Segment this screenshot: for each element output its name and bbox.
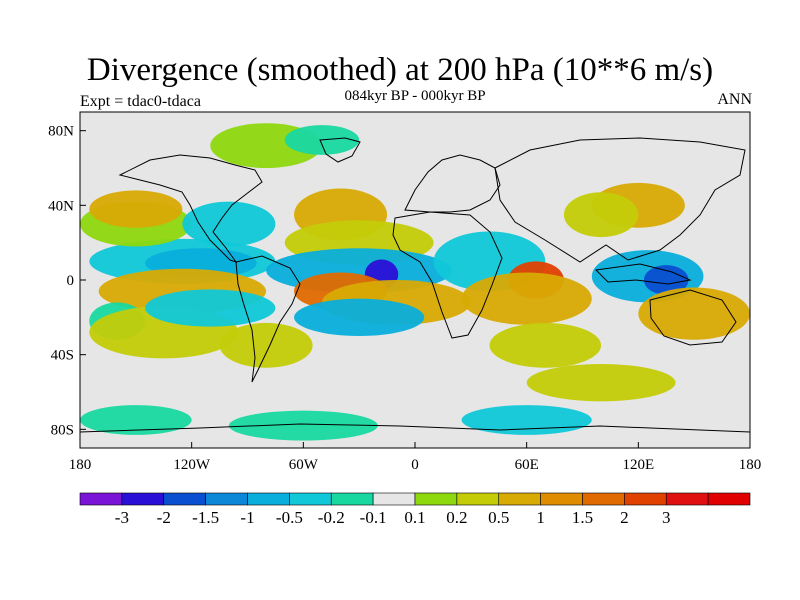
lon-tick-label: 60E (515, 457, 539, 473)
lon-tick-label: 0 (411, 457, 419, 473)
colorbar-label: -1.5 (192, 508, 219, 527)
lat-tick-label: 40S (51, 348, 74, 364)
continent-outlines (80, 137, 750, 433)
blob-yellow-indian-ocean-south (489, 322, 602, 368)
lat-tick-label: 0 (67, 273, 75, 289)
south-america-outline (235, 255, 301, 383)
north-america-outline (118, 154, 263, 263)
longitude-axis: 180 120W 60W 0 60E 120E 180 (69, 442, 762, 473)
colorbar-box (707, 492, 751, 506)
colorbar-box (540, 492, 583, 506)
blob-cyan-south-atlantic (294, 298, 425, 337)
blob-blue-maritime-continent (643, 265, 689, 295)
colorbar-box (372, 492, 416, 506)
lat-tick-label: 80N (48, 124, 74, 140)
blob-yellow-southern-ocean (526, 364, 676, 402)
blob-cyan-north-america (182, 201, 276, 247)
lat-tick-label: 80S (51, 422, 74, 438)
blob-orange-indian-ocean (461, 272, 592, 325)
chart-title: Divergence (smoothed) at 200 hPa (10**6 … (86, 52, 714, 88)
colorbar-box (247, 492, 290, 506)
colorbar-label: -2 (157, 508, 171, 527)
colorbar-label: 1 (536, 508, 545, 527)
colorbar-box (456, 492, 500, 506)
australia-outline (649, 289, 737, 346)
colorbar-box (121, 492, 165, 506)
colorbar-box (582, 492, 625, 506)
latitude-axis: 80N 40N 0 40S 80S (48, 124, 86, 438)
maritime-continent-outline (594, 263, 692, 285)
africa-outline (392, 211, 503, 339)
divergence-field (80, 123, 750, 441)
colorbar-box (498, 492, 541, 506)
blob-green-antarctic-atlantic (228, 410, 378, 441)
colorbar-box (289, 492, 332, 506)
lon-tick-label: 180 (739, 457, 762, 473)
colorbar-box (163, 492, 206, 506)
colorbar-box (79, 492, 123, 506)
blob-cyan-antarctic-indian (461, 405, 592, 435)
experiment-label: Expt = tdac0-tdaca (80, 93, 201, 110)
colorbar-box (205, 492, 248, 506)
colorbar-label: -1 (240, 508, 254, 527)
colorbar-labels: -3 -2 -1.5 -1 -0.5 -0.2 -0.1 0.1 0.2 0.5 1 1.5 2 3 (115, 508, 671, 527)
colorbar-box (624, 492, 667, 506)
lon-tick-label: 60W (289, 457, 319, 473)
lon-tick-label: 180 (69, 457, 92, 473)
lon-tick-label: 120E (622, 457, 654, 473)
colorbar (79, 492, 751, 506)
colorbar-label: -0.2 (318, 508, 345, 527)
colorbar-label: 2 (620, 508, 629, 527)
colorbar-label: -0.1 (360, 508, 387, 527)
season-label: ANN (717, 91, 752, 108)
colorbar-box (414, 492, 458, 506)
colorbar-box (330, 492, 374, 506)
colorbar-label: 3 (662, 508, 671, 527)
lat-tick-label: 40N (48, 198, 74, 214)
greenland-outline (319, 137, 361, 163)
blob-cyan-east-pacific (145, 289, 276, 327)
antarctica-outline (80, 423, 750, 433)
blob-orange-south-pacific-west (638, 287, 750, 340)
colorbar-label: 1.5 (572, 508, 593, 527)
blob-yellow-south-mid (219, 322, 313, 368)
colorbar-box (665, 492, 709, 506)
blob-yellow-asia (563, 192, 639, 238)
lon-tick-label: 120W (173, 457, 211, 473)
asia-outline (494, 137, 746, 263)
colorbar-label: -0.5 (276, 508, 303, 527)
chart-subtitle: 084kyr BP - 000kyr BP (344, 88, 486, 104)
colorbar-label: -3 (115, 508, 129, 527)
colorbar-label: 0.5 (488, 508, 509, 527)
colorbar-label: 0.2 (446, 508, 467, 527)
colorbar-label: 0.1 (404, 508, 425, 527)
blob-green-antarctic-pacific (80, 405, 192, 435)
blob-orange-north-pacific (89, 190, 183, 228)
